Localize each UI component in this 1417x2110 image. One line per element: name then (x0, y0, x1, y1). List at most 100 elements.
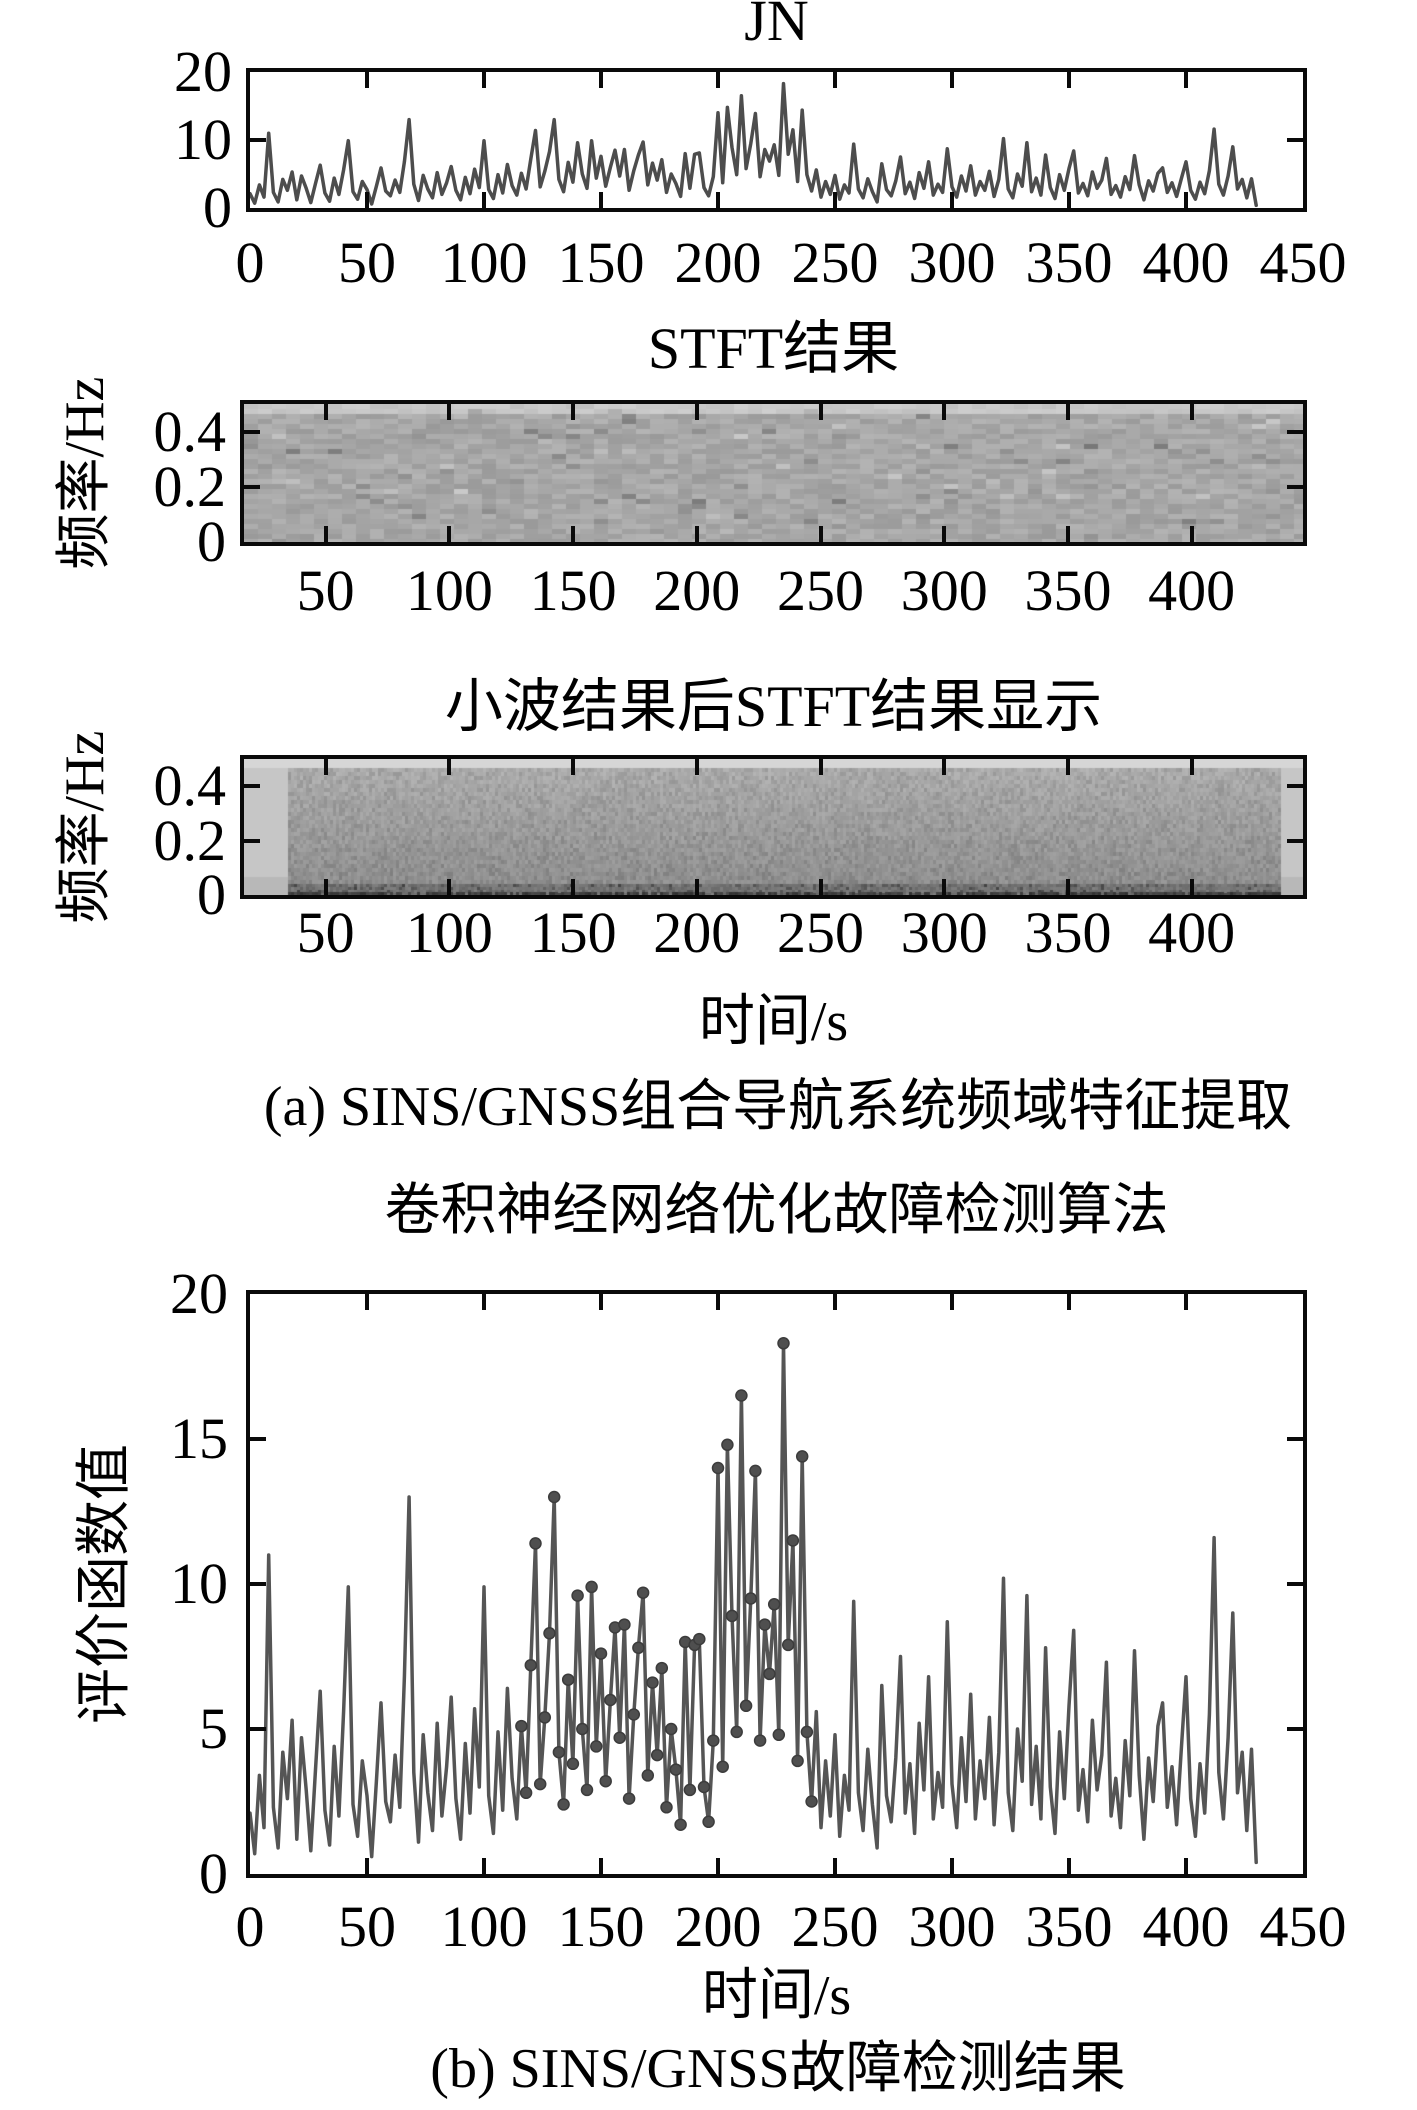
y-tick-label: 10 (170, 1551, 228, 1616)
x-tick-label: 400 (1148, 900, 1236, 965)
y-tick-label: 20 (170, 1261, 228, 1326)
x-tick-mark (1065, 526, 1070, 542)
y-tick-label: 0 (197, 862, 226, 927)
x-tick-mark (716, 192, 720, 208)
plot4-xtick-labels: 0 50 100 150 200 250 300 350 400 450 (236, 1894, 1347, 1959)
x-tick-mark (365, 1858, 369, 1874)
x-tick-mark (323, 759, 328, 775)
x-tick-mark (716, 1294, 720, 1310)
caption-b: (b) SINS/GNSS故障检测结果 (430, 2038, 1126, 2100)
plot2-xtick-labels: 50 100 150 200 250 300 350 400 (240, 560, 1307, 622)
x-tick-mark (1189, 759, 1194, 775)
plot2-axes (240, 400, 1307, 546)
y-tick-label: 0 (197, 509, 226, 574)
x-tick-mark (1184, 1858, 1188, 1874)
x-tick-label: 450 (1259, 1894, 1347, 1959)
x-tick-label: 250 (777, 558, 864, 623)
y-tick-mark (250, 1727, 266, 1731)
x-tick-mark (482, 1294, 486, 1310)
plot4-xlabel: 时间/s (701, 1965, 852, 2027)
x-tick-mark (950, 72, 954, 88)
y-tick-label: 5 (199, 1696, 228, 1761)
x-tick-label: 0 (235, 1894, 265, 1959)
x-tick-mark (950, 192, 954, 208)
x-tick-mark (1184, 192, 1188, 208)
x-tick-mark (833, 192, 837, 208)
x-tick-label: 100 (405, 900, 493, 965)
plot3-xtick-labels: 50 100 150 200 250 300 350 400 (240, 902, 1307, 964)
x-tick-mark (447, 759, 452, 775)
x-tick-mark (716, 72, 720, 88)
x-tick-mark (323, 526, 328, 542)
x-tick-mark (833, 1294, 837, 1310)
x-tick-mark (599, 1294, 603, 1310)
x-tick-label: 400 (1142, 1894, 1230, 1959)
x-tick-label: 350 (1025, 1894, 1113, 1959)
x-tick-label: 450 (1259, 230, 1347, 295)
y-tick-label: 0 (203, 175, 232, 240)
y-tick-mark (1287, 1582, 1303, 1586)
y-tick-mark (250, 1582, 266, 1586)
x-tick-label: 50 (338, 230, 396, 295)
x-tick-mark (571, 879, 576, 895)
x-tick-mark (482, 192, 486, 208)
x-tick-label: 200 (653, 900, 741, 965)
x-tick-label: 0 (235, 230, 265, 295)
x-tick-label: 350 (1025, 230, 1113, 295)
x-tick-mark (1184, 1294, 1188, 1310)
y-tick-label: 15 (170, 1406, 228, 1471)
x-tick-mark (599, 192, 603, 208)
x-tick-mark (1065, 759, 1070, 775)
x-tick-label: 150 (529, 900, 617, 965)
x-tick-mark (447, 879, 452, 895)
x-tick-mark (942, 879, 947, 895)
x-tick-mark (323, 879, 328, 895)
x-tick-mark (942, 526, 947, 542)
x-tick-mark (365, 1294, 369, 1310)
x-tick-mark (694, 526, 699, 542)
x-tick-mark (818, 526, 823, 542)
y-tick-mark (1287, 1437, 1303, 1441)
x-tick-label: 150 (529, 558, 617, 623)
x-tick-label: 150 (557, 1894, 645, 1959)
x-tick-mark (571, 526, 576, 542)
plot3-title: 小波结果后STFT结果显示 (444, 674, 1103, 739)
plot1-ytick-labels: 0 10 20 (0, 41, 232, 239)
x-tick-mark (482, 1858, 486, 1874)
x-tick-mark (571, 759, 576, 775)
x-tick-mark (1067, 1858, 1071, 1874)
spectrogram-canvas (244, 404, 1303, 542)
x-tick-label: 250 (791, 1894, 879, 1959)
x-tick-mark (482, 72, 486, 88)
y-tick-mark (250, 1437, 266, 1441)
x-tick-label: 200 (674, 230, 762, 295)
y-tick-mark (1287, 1727, 1303, 1731)
x-tick-mark (833, 72, 837, 88)
plot4-axes (246, 1290, 1307, 1878)
x-tick-mark (694, 759, 699, 775)
plot2-ytick-labels: 0 0.2 0.4 (0, 400, 227, 572)
plot1-xtick-labels: 0 50 100 150 200 250 300 350 400 450 (236, 230, 1347, 295)
y-tick-label: 0 (199, 1841, 228, 1906)
x-tick-label: 300 (900, 558, 988, 623)
y-tick-mark (1287, 838, 1303, 843)
y-tick-label: 10 (174, 107, 232, 172)
x-tick-label: 100 (440, 230, 528, 295)
y-tick-label: 0.2 (153, 453, 227, 519)
x-tick-mark (1184, 72, 1188, 88)
spectrogram-canvas (244, 759, 1303, 895)
y-tick-mark (1287, 429, 1303, 434)
x-tick-label: 350 (1024, 900, 1112, 965)
signal-line (250, 81, 1258, 208)
x-tick-mark (833, 1858, 837, 1874)
plot4-title: 卷积神经网络优化故障检测算法 (384, 1180, 1169, 1242)
x-tick-mark (571, 404, 576, 420)
x-tick-mark (599, 1858, 603, 1874)
x-tick-label: 250 (777, 900, 864, 965)
y-tick-label: 0.2 (153, 807, 227, 873)
x-tick-mark (950, 1294, 954, 1310)
y-tick-mark (1287, 138, 1303, 142)
signal-line (250, 1337, 1258, 1865)
x-tick-mark (694, 879, 699, 895)
plot1-axes (246, 68, 1307, 212)
